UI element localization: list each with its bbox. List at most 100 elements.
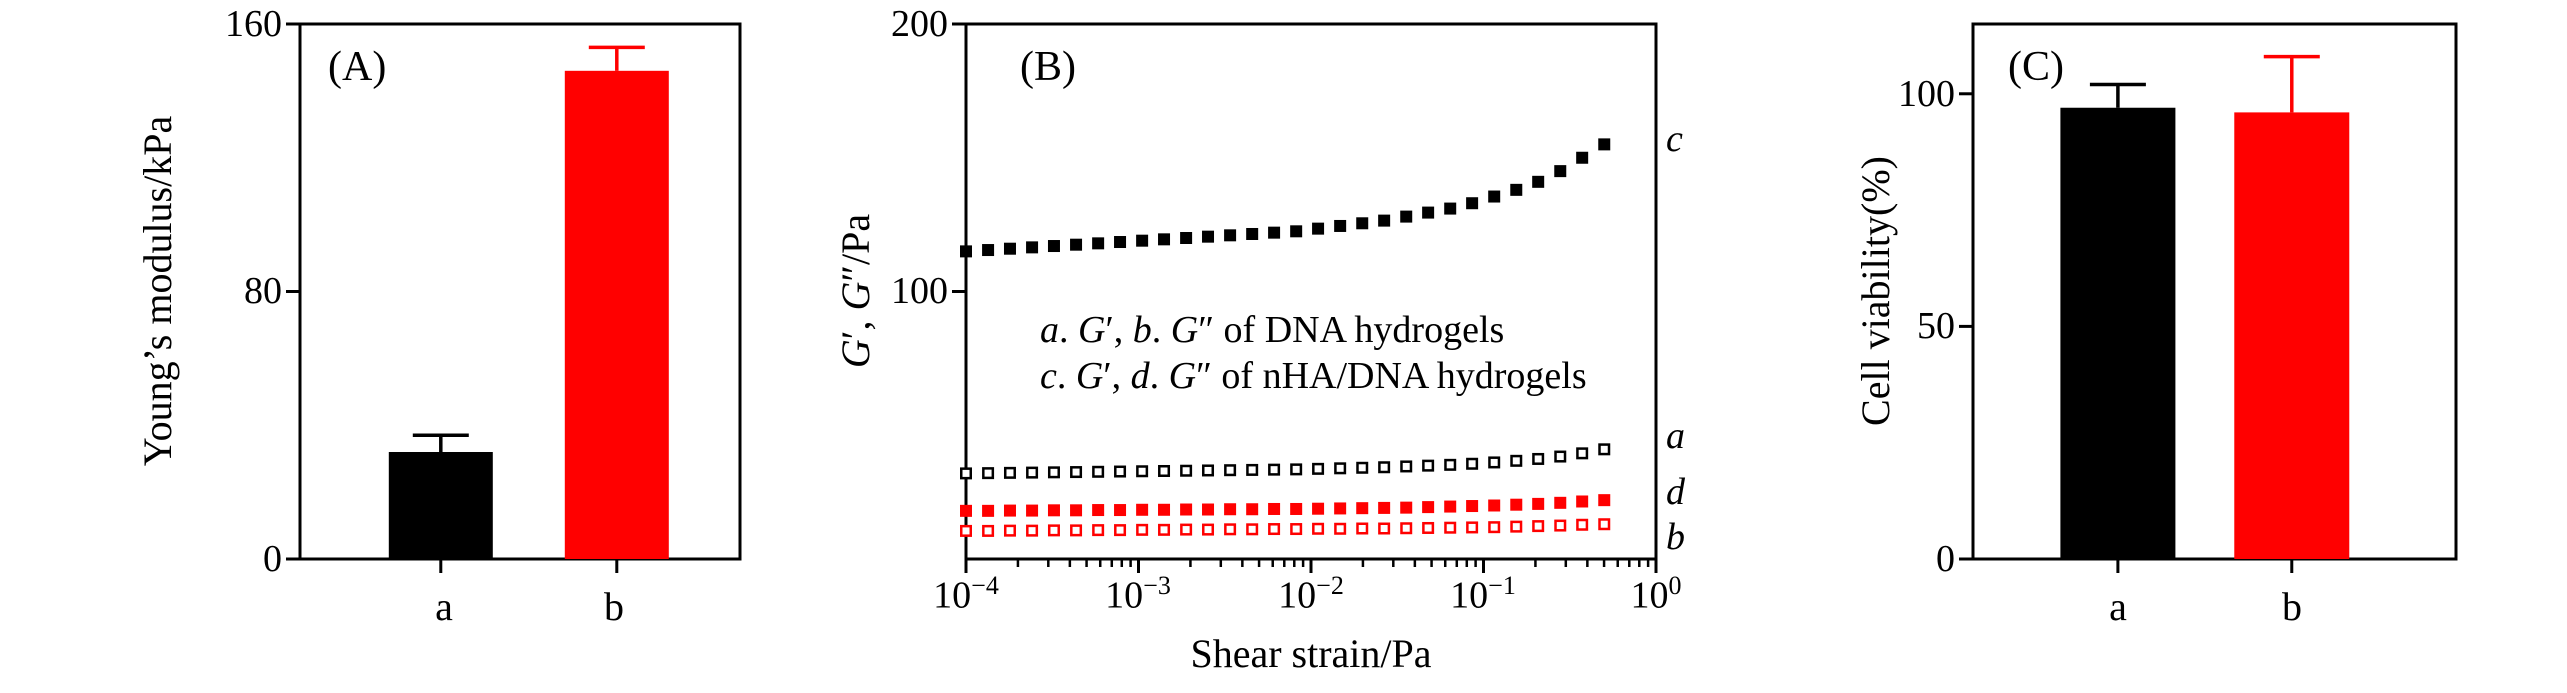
point-b [1224, 523, 1237, 536]
point-c [1136, 234, 1149, 247]
series-label-c: c [1666, 118, 1683, 160]
point-a [1576, 447, 1589, 460]
point-b [1510, 520, 1523, 533]
point-b [1488, 521, 1501, 534]
point-d [1136, 503, 1149, 516]
series-label-a: a [1666, 415, 1685, 457]
point-b [1334, 522, 1347, 535]
point-c [1598, 138, 1611, 151]
point-d [1003, 504, 1016, 517]
point-c [1047, 240, 1060, 253]
point-d [1268, 502, 1281, 515]
richtext-italic-segment: b [1132, 309, 1152, 351]
point-a [1047, 466, 1060, 479]
point-d [1246, 503, 1259, 516]
panel-a-ytick-0: 0 [263, 538, 282, 580]
xtick-base: 10 [1450, 574, 1489, 617]
point-a [1554, 450, 1567, 463]
bar-A-a [388, 452, 493, 559]
point-a [1334, 462, 1347, 475]
panel-b-legend-line-1: a. G′, b. G″ of DNA hydrogels [1040, 308, 1504, 352]
point-a [1488, 456, 1501, 469]
point-c [1268, 226, 1281, 239]
point-b [1026, 524, 1039, 537]
xtick-exp: −2 [1316, 571, 1344, 600]
panel-c-ytick-50: 50 [1917, 305, 1955, 347]
point-c [1092, 237, 1105, 250]
point-b [1400, 522, 1413, 535]
point-b [1466, 521, 1479, 534]
panel-a-category-a: a [435, 584, 453, 629]
point-a [1378, 461, 1391, 474]
panel-c-label: (C) [2008, 44, 2064, 90]
panel-b-xlabel: Shear strain/Pa [1190, 631, 1432, 676]
xtick-base: 10 [1630, 574, 1669, 617]
point-c [1532, 175, 1545, 188]
point-c [1510, 183, 1523, 196]
point-b [1180, 523, 1193, 536]
point-b [1312, 522, 1325, 535]
point-a [1070, 466, 1083, 479]
panel-a-ylabel: Young’s modulus/kPa [135, 115, 180, 467]
panel-b-ytick-100: 100 [891, 270, 948, 312]
panel-b-xtick-1e0: 100 [1586, 564, 1726, 618]
point-d [1510, 498, 1523, 511]
point-c [982, 244, 995, 257]
point-b [1356, 522, 1369, 535]
point-d [1598, 494, 1611, 507]
point-c [1158, 233, 1171, 246]
point-b [982, 524, 995, 537]
bar-A-b [564, 70, 669, 559]
richtext-italic-segment: G [1075, 355, 1104, 397]
point-c [1554, 165, 1567, 178]
point-d [1070, 504, 1083, 517]
point-a [1114, 465, 1127, 478]
panel-c-ytick-0: 0 [1936, 538, 1955, 580]
point-a [1312, 462, 1325, 475]
point-d [1378, 501, 1391, 514]
richtext-segment: ′, [1105, 309, 1133, 351]
panel-a-ytick-80: 80 [244, 270, 282, 312]
point-d [1092, 504, 1105, 517]
panel-a-label: (A) [328, 44, 387, 90]
panel-b-ylabel: G′, G″/Pa [833, 214, 878, 368]
richtext-italic-segment: G [1078, 309, 1106, 351]
xtick-base: 10 [933, 574, 972, 617]
richtext-italic-segment: G [1170, 309, 1199, 351]
point-d [1026, 504, 1039, 517]
xtick-exp: 0 [1668, 571, 1682, 600]
point-a [1466, 457, 1479, 470]
richtext-italic-segment: G [833, 281, 878, 311]
point-d [1356, 502, 1369, 515]
panel-c-category-a: a [2109, 584, 2127, 629]
panel-b-xtick-1e-4: 10−4 [896, 564, 1036, 618]
point-d [1047, 504, 1060, 517]
point-b [1070, 524, 1083, 537]
point-a [1356, 461, 1369, 474]
panel-a-ytick-160: 160 [225, 3, 282, 45]
point-a [1598, 443, 1611, 456]
point-d [960, 504, 972, 517]
point-b [1444, 521, 1457, 534]
point-d [1158, 503, 1171, 516]
richtext-segment: ″ of nHA/DNA hydrogels [1196, 355, 1587, 397]
plot-box-C [1971, 22, 2458, 561]
point-c [1180, 232, 1193, 244]
panel-c-ylabel: Cell viability(%) [1853, 156, 1898, 426]
richtext-italic-segment: c [1040, 355, 1057, 397]
point-b [1422, 521, 1435, 534]
point-c [1422, 206, 1435, 219]
point-c [1202, 230, 1215, 243]
point-c [1290, 225, 1303, 238]
point-d [1400, 501, 1413, 514]
point-a [1290, 463, 1303, 476]
point-c [1400, 210, 1413, 223]
point-d [1554, 496, 1567, 509]
richtext-segment: ″ of DNA hydrogels [1198, 309, 1505, 351]
panel-c-ytick-100: 100 [1898, 73, 1955, 115]
point-d [1488, 499, 1501, 512]
point-c [1576, 151, 1589, 164]
point-a [1092, 465, 1105, 478]
point-b [1554, 519, 1567, 532]
panel-b-label: (B) [1020, 44, 1076, 90]
